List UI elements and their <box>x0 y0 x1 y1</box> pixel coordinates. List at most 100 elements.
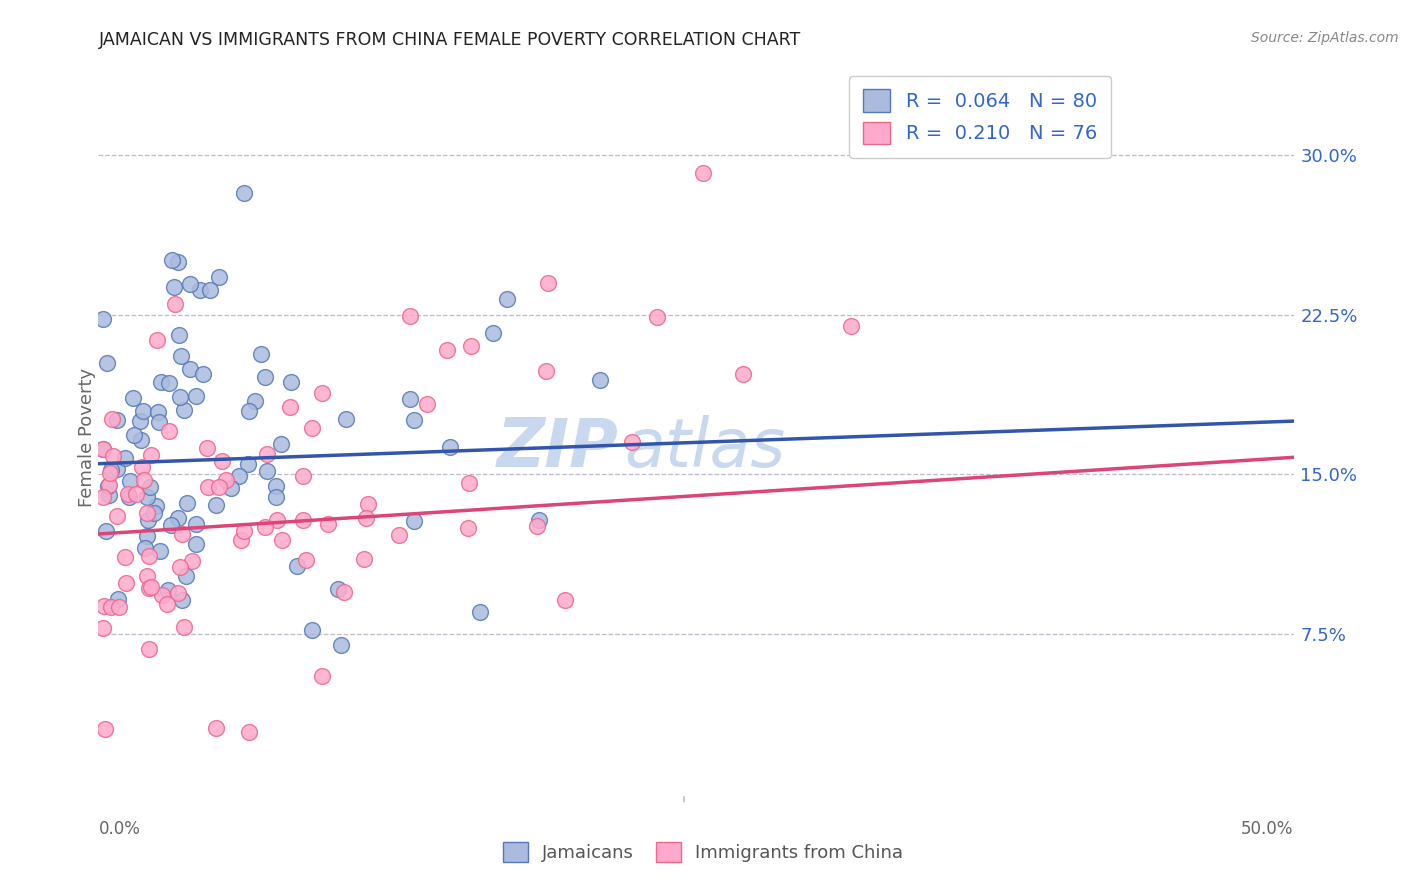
Point <box>527 513 550 527</box>
Point <box>554 593 576 607</box>
Point <box>205 498 228 512</box>
Point <box>238 725 260 739</box>
Point <box>163 297 186 311</box>
Point <box>311 386 333 401</box>
Point <box>172 592 194 607</box>
Point <box>287 559 309 574</box>
Point <box>91 442 114 457</box>
Point <box>184 389 207 403</box>
Point <box>150 375 173 389</box>
Point <box>122 428 145 442</box>
Point <box>96 356 118 370</box>
Point <box>621 434 644 449</box>
Point <box>195 442 218 456</box>
Point <box>254 370 277 384</box>
Point <box>326 582 349 597</box>
Point <box>148 415 170 429</box>
Point <box>311 668 333 682</box>
Point <box>125 487 148 501</box>
Point <box>692 166 714 180</box>
Point <box>148 405 170 419</box>
Point <box>160 252 183 267</box>
Point <box>238 403 260 417</box>
Point <box>278 400 301 414</box>
Point <box>229 533 252 547</box>
Point <box>114 450 136 465</box>
Point <box>398 392 420 406</box>
Text: 50.0%: 50.0% <box>1241 820 1294 838</box>
Point <box>204 721 226 735</box>
Point <box>170 526 193 541</box>
Point <box>91 442 114 456</box>
Point <box>233 524 256 539</box>
Point <box>163 280 186 294</box>
Point <box>173 619 195 633</box>
Point <box>197 480 219 494</box>
Point <box>150 588 173 602</box>
Point <box>128 414 150 428</box>
Point <box>353 552 375 566</box>
Point <box>402 413 425 427</box>
Point <box>335 411 357 425</box>
Point <box>159 518 181 533</box>
Point <box>101 412 124 426</box>
Point <box>481 326 503 341</box>
Point <box>184 536 207 550</box>
Point <box>157 376 180 390</box>
Point <box>357 497 380 511</box>
Point <box>496 292 519 306</box>
Point <box>114 549 136 564</box>
Point <box>250 347 273 361</box>
Point <box>388 528 411 542</box>
Point <box>145 500 167 514</box>
Point <box>118 474 141 488</box>
Point <box>134 541 156 556</box>
Point <box>329 639 352 653</box>
Point <box>107 599 129 614</box>
Point <box>526 518 548 533</box>
Point <box>458 475 481 490</box>
Point <box>136 568 159 582</box>
Point <box>141 448 163 462</box>
Point <box>136 506 159 520</box>
Point <box>215 473 238 487</box>
Point <box>243 394 266 409</box>
Point <box>167 586 190 600</box>
Point <box>179 277 201 292</box>
Point <box>436 343 458 358</box>
Point <box>645 310 668 324</box>
Point <box>157 424 180 438</box>
Point <box>101 449 124 463</box>
Point <box>266 513 288 527</box>
Point <box>301 421 323 435</box>
Point <box>173 403 195 417</box>
Point <box>138 549 160 563</box>
Point <box>291 468 314 483</box>
Point <box>460 339 482 353</box>
Text: Source: ZipAtlas.com: Source: ZipAtlas.com <box>1251 31 1399 45</box>
Point <box>121 391 143 405</box>
Point <box>211 454 233 468</box>
Point <box>167 328 190 343</box>
Point <box>107 591 129 606</box>
Legend: R =  0.064   N = 80, R =  0.210   N = 76: R = 0.064 N = 80, R = 0.210 N = 76 <box>849 76 1111 158</box>
Point <box>136 490 159 504</box>
Point <box>219 481 242 495</box>
Point <box>415 397 437 411</box>
Point <box>316 517 339 532</box>
Point <box>100 463 122 477</box>
Point <box>191 367 214 381</box>
Point <box>589 373 612 387</box>
Point <box>139 480 162 494</box>
Point <box>228 468 250 483</box>
Point <box>131 459 153 474</box>
Point <box>98 478 121 492</box>
Point <box>256 464 278 478</box>
Point <box>117 487 139 501</box>
Point <box>100 467 122 481</box>
Point <box>142 506 165 520</box>
Point <box>264 479 287 493</box>
Point <box>354 510 377 524</box>
Point <box>138 582 160 596</box>
Y-axis label: Female Poverty: Female Poverty <box>79 368 96 507</box>
